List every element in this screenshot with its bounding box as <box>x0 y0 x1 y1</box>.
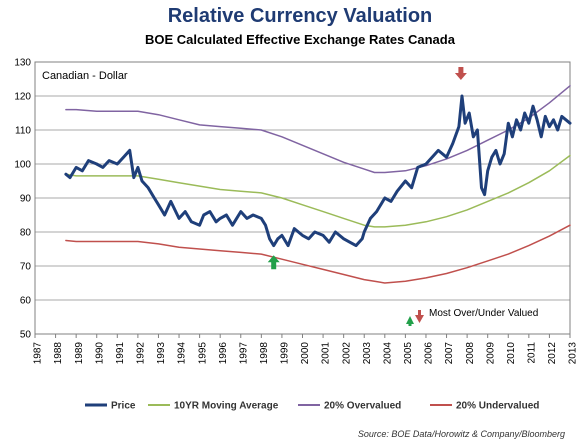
y-tick-label: 90 <box>20 194 32 205</box>
x-tick-label: 2006 <box>424 342 435 365</box>
legend-label: 10YR Moving Average <box>174 401 279 412</box>
x-tick-label: 1996 <box>218 342 229 365</box>
x-tick-label: 1999 <box>280 342 291 365</box>
x-tick-label: 1989 <box>74 342 85 365</box>
x-tick-label: 2008 <box>465 342 476 365</box>
up-arrow-icon <box>406 316 414 326</box>
overvalued-arrow-icon <box>454 67 467 80</box>
x-tick-label: 2001 <box>321 342 332 365</box>
annotation-legend: Most Over/Under Valued <box>406 308 538 326</box>
series-line-0 <box>64 94 572 248</box>
series-line-3 <box>65 224 571 284</box>
x-tick-label: 1990 <box>94 342 105 365</box>
down-arrow-icon <box>415 310 424 323</box>
x-tick-label: 1998 <box>259 342 270 365</box>
annotation-text: Most Over/Under Valued <box>429 308 538 319</box>
x-tick-label: 1987 <box>33 342 44 365</box>
x-tick-label: 1993 <box>156 342 167 365</box>
marker-layer <box>267 67 467 270</box>
y-tick-label: 70 <box>20 262 32 273</box>
x-tick-label: 1988 <box>53 342 64 365</box>
x-tick-label: 2002 <box>341 342 352 365</box>
chart-subtitle: BOE Calculated Effective Exchange Rates … <box>145 32 456 47</box>
x-tick-label: 1992 <box>136 342 147 365</box>
series-layer <box>64 85 572 284</box>
source-note: Source: BOE Data/Horowitz & Company/Bloo… <box>358 429 565 439</box>
legend-label: 20% Overvalued <box>324 401 401 412</box>
series-line-2 <box>65 85 571 174</box>
y-tick-label: 100 <box>14 160 31 171</box>
undervalued-arrow-icon <box>267 255 280 270</box>
y-axis-ticks: 50 60 70 80 90 100 110 120 130 <box>14 58 31 341</box>
x-tick-label: 2003 <box>362 342 373 365</box>
legend-label: Price <box>111 401 136 412</box>
y-tick-label: 60 <box>20 296 32 307</box>
x-tick-label: 2011 <box>526 342 537 364</box>
x-tick-label: 1997 <box>238 342 249 365</box>
y-tick-label: 120 <box>14 92 31 103</box>
chart-title: Relative Currency Valuation <box>168 5 433 27</box>
x-tick-label: 2004 <box>382 342 393 365</box>
x-tick-label: 2000 <box>300 342 311 365</box>
series-line-1 <box>65 154 571 228</box>
x-tick-label: 1995 <box>197 342 208 365</box>
y-tick-label: 50 <box>20 330 32 341</box>
x-tick-label: 2010 <box>506 342 517 365</box>
x-axis-ticks: 1987 1988 1989 1990 1991 1992 1993 1994 1995 1996… <box>33 334 579 364</box>
x-tick-label: 2013 <box>568 342 579 365</box>
y-tick-label: 80 <box>20 228 32 239</box>
panel-label: Canadian - Dollar <box>42 70 128 82</box>
legend-label: 20% Undervalued <box>456 401 539 412</box>
x-tick-label: 2007 <box>444 342 455 365</box>
x-tick-label: 1991 <box>115 342 126 365</box>
x-tick-label: 2009 <box>485 342 496 365</box>
y-tick-label: 130 <box>14 58 31 69</box>
x-tick-label: 2012 <box>547 342 558 365</box>
y-tick-label: 110 <box>15 126 31 137</box>
legend: Price 10YR Moving Average 20% Overvalued 20… <box>85 401 539 412</box>
x-tick-label: 1994 <box>177 342 188 365</box>
x-tick-label: 2005 <box>403 342 414 365</box>
